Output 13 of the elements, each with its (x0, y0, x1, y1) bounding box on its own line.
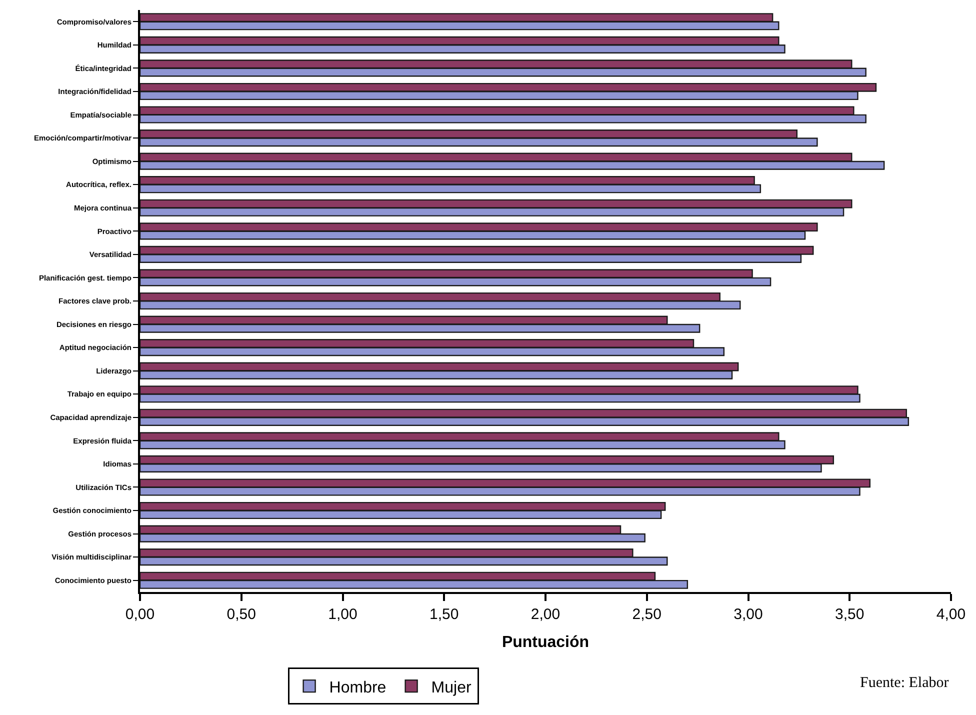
x-tick-label: 2,00 (530, 606, 560, 623)
x-tick-label: 0,50 (226, 606, 256, 623)
x-tick-label: 0,00 (125, 606, 155, 623)
x-axis-title: Puntuación (502, 634, 590, 651)
x-tick-label: 1,50 (430, 606, 459, 623)
legend-label: Hombre (329, 679, 386, 696)
x-tick-label: 4,00 (936, 606, 966, 623)
x-tick-label: 1,00 (328, 606, 358, 623)
source-note: Fuente: Elabor (860, 675, 949, 691)
x-tick-label: 2,50 (632, 606, 662, 623)
x-tick-label: 3,00 (734, 606, 763, 623)
legend-label: Mujer (431, 679, 472, 696)
x-tick-label: 3,50 (835, 606, 864, 623)
